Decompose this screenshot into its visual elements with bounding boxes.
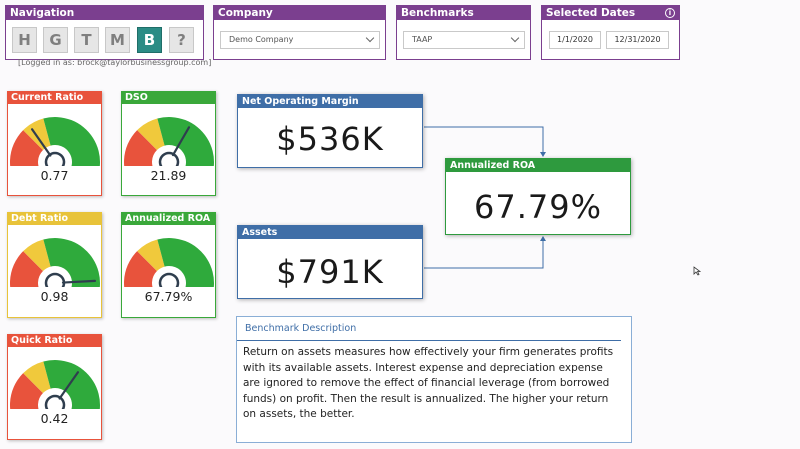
nav-button-graphs[interactable]: G	[43, 27, 68, 53]
benchmarks-dropdown[interactable]: TAAP	[403, 31, 525, 49]
gauge-dial	[9, 360, 100, 409]
nav-button-help[interactable]: ?	[169, 27, 194, 53]
kpi-title: Annualized ROA	[446, 159, 630, 172]
gauge-hub	[44, 394, 65, 409]
info-icon[interactable]: i	[665, 8, 675, 18]
kpi-net-operating-margin: Net Operating Margin $536K	[237, 94, 423, 168]
gauge-dial	[9, 238, 100, 287]
gauge-band-green	[42, 117, 100, 166]
company-panel: Company Demo Company	[213, 5, 386, 60]
gauge-title: DSO	[122, 92, 215, 104]
benchmarks-selected: TAAP	[412, 35, 433, 44]
kpi-title: Assets	[238, 226, 422, 239]
gauge-value: 0.98	[40, 289, 69, 304]
gauge-band-green	[156, 238, 214, 287]
gauge-title: Debt Ratio	[8, 213, 101, 225]
kpi-assets: Assets $791K	[237, 225, 423, 299]
nav-button-benchmarks[interactable]: B	[137, 27, 162, 53]
gauge-band-red	[9, 130, 43, 166]
gauge-band-green	[156, 117, 214, 166]
gauge-dial	[123, 117, 214, 166]
gauge-hub	[44, 272, 65, 287]
dates-title: Selected Dates i	[542, 6, 679, 20]
benchmarks-title: Benchmarks	[397, 6, 530, 20]
dates-title-text: Selected Dates	[546, 7, 636, 19]
gauge-band-red	[123, 130, 157, 166]
gauge-value: 67.79%	[144, 289, 193, 304]
logged-in-text: [Logged in as: brock@taylorbusinessgroup…	[18, 58, 212, 67]
company-title: Company	[214, 6, 385, 20]
gauge-needle	[171, 126, 190, 157]
nav-button-home[interactable]: H	[12, 27, 37, 53]
benchmarks-panel: Benchmarks TAAP	[396, 5, 531, 60]
gauge-value: 0.42	[40, 411, 69, 426]
kpi-value: $536K	[276, 120, 384, 158]
gauge-hub	[44, 151, 65, 166]
kpi-value: $791K	[276, 253, 384, 291]
kpi-value: 67.79%	[473, 188, 602, 226]
navigation-title: Navigation	[6, 6, 203, 20]
gauge-dso: DSO 21.89	[121, 91, 216, 196]
description-text: Return on assets measures how effectivel…	[243, 346, 614, 420]
gauge-hub	[158, 151, 179, 166]
navigation-panel: Navigation H G T M B ?	[5, 5, 204, 60]
company-selected: Demo Company	[229, 35, 294, 44]
gauge-title: Quick Ratio	[8, 335, 101, 347]
kpi-annualized-roa: Annualized ROA 67.79%	[445, 158, 631, 235]
gauge-band-yellow	[22, 239, 51, 271]
gauge-current-ratio: Current Ratio 0.77	[7, 91, 102, 196]
description-title: Benchmark Description	[237, 317, 621, 341]
gauge-needle	[30, 128, 52, 157]
gauge-band-green	[42, 360, 100, 409]
gauge-hub	[158, 272, 179, 287]
gauge-band-yellow	[22, 361, 51, 393]
start-date-input[interactable]: 1/1/2020	[549, 31, 601, 49]
gauge-band-yellow	[136, 118, 165, 150]
gauge-band-red	[9, 251, 43, 287]
gauge-band-yellow	[136, 239, 165, 271]
gauge-needle	[57, 371, 79, 400]
gauge-value: 21.89	[150, 168, 187, 183]
gauge-quick-ratio: Quick Ratio 0.42	[7, 334, 102, 440]
gauge-value: 0.77	[40, 168, 69, 183]
nav-button-trends[interactable]: T	[74, 27, 99, 53]
gauge-band-red	[9, 373, 43, 409]
gauge-debt-ratio: Debt Ratio 0.98	[7, 212, 102, 318]
company-dropdown[interactable]: Demo Company	[220, 31, 380, 49]
gauge-title: Annualized ROA	[122, 213, 215, 225]
dates-panel: Selected Dates i 1/1/2020 12/31/2020	[541, 5, 680, 60]
gauge-annualized-roa: Annualized ROA 67.79%	[121, 212, 216, 318]
benchmark-description-panel: Benchmark Description Return on assets m…	[236, 316, 632, 443]
gauge-needle	[61, 279, 96, 284]
kpi-title: Net Operating Margin	[238, 95, 422, 108]
nav-button-metrics[interactable]: M	[105, 27, 130, 53]
mouse-cursor-icon	[693, 266, 701, 276]
end-date-input[interactable]: 12/31/2020	[606, 31, 669, 49]
gauge-band-red	[123, 251, 157, 287]
gauge-dial	[9, 117, 100, 166]
gauge-title: Current Ratio	[8, 92, 101, 104]
gauge-band-green	[42, 238, 100, 287]
gauge-dial	[123, 238, 214, 287]
